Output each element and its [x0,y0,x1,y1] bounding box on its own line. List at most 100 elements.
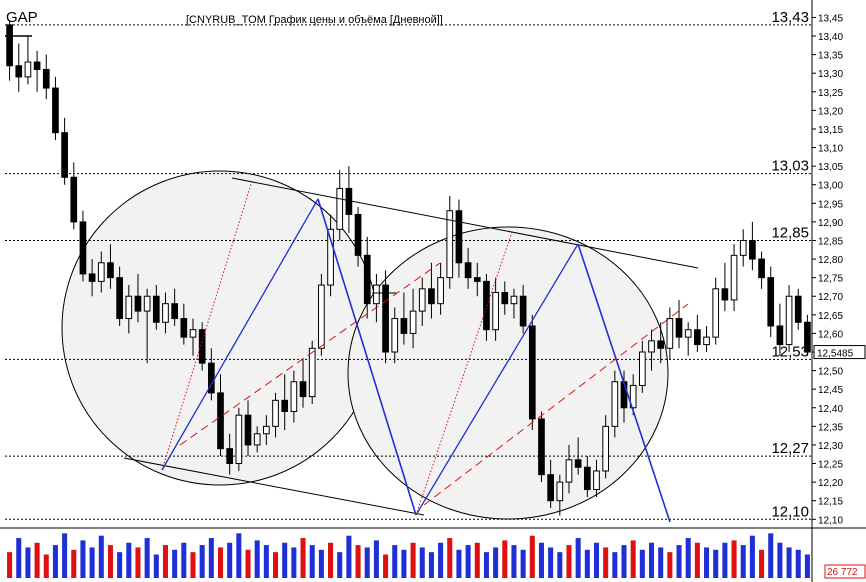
axis-tick-label-23: 12,30 [818,441,843,452]
candle-body-46 [428,288,435,305]
candle-body-52 [483,280,490,331]
axis-tick-label-24: 12,25 [818,460,843,471]
candle-body-25 [235,414,243,465]
volume-bar-43 [401,549,407,578]
volume-bar-17 [162,545,169,578]
blue-leg-1 [161,198,319,471]
candlesticks [6,21,811,516]
red-dotted-2 [415,231,513,516]
level-label-4: 12,27 [771,440,809,457]
candle-body-24 [226,448,234,465]
candle-body-53 [492,292,499,331]
volume-bar-9 [89,547,95,578]
level-label-5: 12,10 [771,503,809,520]
volume-bar-26 [245,549,251,578]
candle-body-9 [88,273,96,282]
axis-tick-label-11: 12,90 [818,218,843,229]
axis-tick-label-6: 13,15 [818,125,843,136]
blue-leg-4 [577,243,671,523]
volume-bar-30 [282,542,288,578]
volume-bar-81 [749,535,755,578]
axis-tick-label-5: 13,20 [818,106,843,117]
candle-body-19 [180,318,188,338]
volume-bar-1 [16,538,22,578]
volume-bar-62 [575,538,581,578]
candle-body-69 [639,351,646,386]
candle-body-42 [391,318,399,353]
volume-bar-40 [373,540,379,578]
candle-body-79 [730,254,738,301]
candle-body-21 [198,329,206,364]
volume-bar-41 [383,554,389,578]
candle-body-54 [501,292,509,305]
volume-bar-36 [337,552,343,578]
volume-bar-51 [474,542,480,578]
volume-bar-8 [80,540,86,578]
candle-body-67 [620,381,628,409]
price-axis: 13,45 13,40 13,35 13,30 13,25 13,20 13,15 13,10… [811,0,866,528]
candle-body-72 [666,318,674,349]
axis-tick-label-7: 13,10 [818,144,843,155]
volume-bar-55 [511,545,517,578]
volume-bar-44 [410,542,416,578]
volume-bar-84 [777,542,783,578]
volume-bar-61 [566,545,572,578]
candle-body-13 [125,295,133,320]
candle-body-4 [42,68,50,89]
candle-body-68 [629,384,637,409]
candle-body-22 [207,362,215,394]
volume-bar-39 [364,547,370,578]
axis-tick-label-26: 12,15 [818,497,843,508]
candle-body-44 [409,310,417,334]
candle-body-57 [528,325,536,420]
support-line-lower [123,457,425,516]
volume-bar-3 [34,542,40,578]
axis-tick-label-8: 13,05 [818,162,843,173]
volume-bar-33 [309,545,315,578]
candle-body-40 [373,284,380,305]
volume-bar-42 [392,545,398,578]
blue-leg-2 [317,198,417,516]
horizontal-levels: 13,43 13,03 12,85 12,53 12,27 12,10 [5,9,812,520]
trend-annotations [5,35,699,523]
axis-tick-label-2: 13,35 [818,51,843,62]
candle-body-5 [52,87,59,134]
axis-tick-label-0: 13,45 [818,13,843,24]
candle-body-83 [767,277,775,327]
volume-bar-49 [456,549,462,578]
candle-body-16 [152,295,160,323]
volume-bar-32 [300,538,306,578]
candle-body-76 [703,336,710,346]
candle-body-10 [97,262,105,282]
axis-tick-label-21: 12,40 [818,404,843,415]
volume-bar-23 [217,547,224,578]
candle-body-51 [473,277,481,282]
candle-body-2 [24,61,32,78]
red-dotted-1 [161,180,253,471]
volume-bar-21 [199,545,205,578]
axis-tick-label-22: 12,35 [818,422,843,433]
volume-bar-47 [438,542,444,578]
blue-leg-3 [415,243,579,516]
candle-body-26 [244,414,252,446]
candle-body-34 [318,284,325,349]
candle-body-1 [15,65,23,78]
candle-body-45 [418,288,426,312]
candle-body-3 [33,61,41,70]
volume-bar-57 [529,535,535,578]
candle-body-80 [739,239,747,256]
volume-bar-22 [208,538,214,578]
volume-bar-34 [318,549,324,578]
candle-body-58 [538,418,545,476]
candle-body-55 [510,295,518,305]
volume-bar-27 [254,540,260,578]
candle-body-31 [290,381,298,412]
candle-body-17 [162,303,169,323]
volume-bar-79 [731,540,737,578]
candle-body-43 [400,318,408,334]
axis-tick-label-3: 13,30 [818,69,843,80]
candle-body-87 [804,321,811,353]
candle-body-14 [134,295,142,312]
volume-bar-69 [639,549,645,578]
